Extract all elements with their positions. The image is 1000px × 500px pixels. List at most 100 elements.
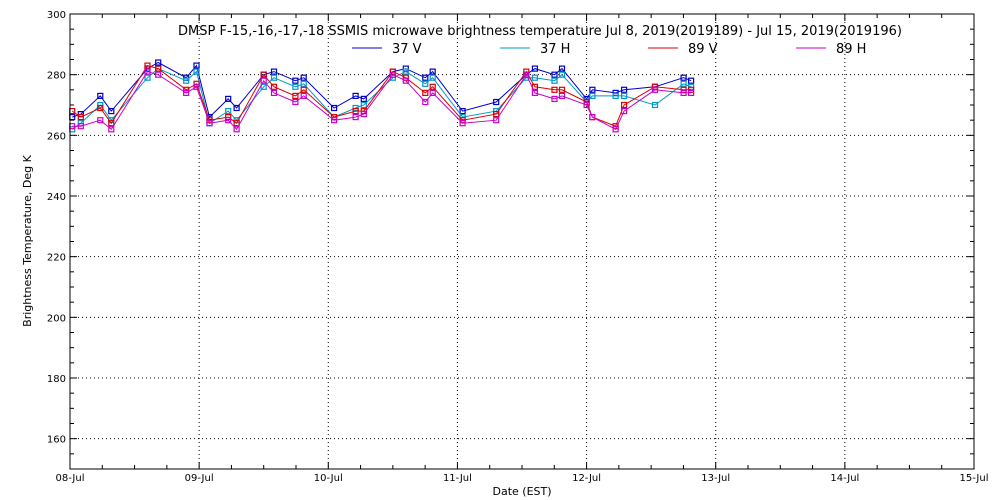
data-point-89-h	[331, 117, 338, 124]
data-point-89-h	[589, 113, 596, 121]
data-point-37-h	[531, 74, 539, 81]
data-point-37-h	[651, 101, 659, 109]
y-tick-label: 220	[47, 253, 66, 264]
data-point-37-v	[270, 68, 278, 75]
data-point-89-h	[389, 71, 396, 78]
legend-label-37-h: 37 H	[540, 42, 570, 57]
data-point-89-h	[429, 89, 436, 97]
data-point-89-v	[422, 89, 429, 97]
data-point-89-h	[583, 101, 590, 109]
data-point-89-h	[402, 77, 409, 84]
x-tick-label: 14-Jul	[830, 473, 859, 484]
data-point-37-h	[589, 92, 596, 100]
data-point-37-v	[233, 104, 240, 112]
chart-title: DMSP F-15,-16,-17,-18 SSMIS microwave br…	[178, 24, 902, 39]
data-point-89-v	[108, 120, 115, 127]
data-point-37-v	[422, 74, 429, 81]
x-tick-label: 10-Jul	[314, 473, 343, 484]
data-point-89-h	[651, 86, 659, 93]
series-line-89-h	[72, 71, 692, 131]
data-point-37-v	[360, 95, 367, 103]
y-tick-label: 280	[47, 71, 66, 82]
data-point-37-v	[589, 86, 596, 93]
y-tick-label: 300	[47, 10, 66, 21]
data-point-89-v	[270, 83, 278, 90]
data-point-89-h	[360, 110, 367, 118]
data-point-89-h	[493, 117, 500, 124]
legend: 37 V 37 H 89 V 89 H	[352, 42, 866, 57]
data-point-89-v	[429, 83, 436, 90]
grid-lines	[70, 14, 974, 469]
y-axis-title: Brightness Temperature, Deg K	[21, 154, 34, 326]
data-point-89-h	[260, 77, 267, 84]
data-point-37-v	[429, 68, 436, 75]
x-axis-title: Date (EST)	[492, 485, 551, 498]
data-point-37-v	[558, 65, 566, 72]
data-point-37-v	[551, 71, 558, 78]
data-point-89-v	[292, 92, 299, 100]
data-point-37-v	[620, 86, 628, 93]
data-point-37-v	[300, 74, 307, 81]
y-tick-label: 160	[47, 435, 66, 446]
data-point-89-v	[77, 113, 84, 121]
data-point-37-h	[270, 74, 278, 81]
data-point-37-h	[144, 74, 151, 81]
data-point-89-h	[352, 113, 359, 121]
data-point-37-h	[620, 92, 628, 100]
data-point-89-v	[493, 110, 500, 118]
data-point-89-v	[97, 104, 104, 112]
data-point-89-h	[270, 89, 278, 97]
data-point-37-h	[422, 80, 429, 87]
y-tick-label: 260	[47, 131, 66, 142]
data-point-37-h	[193, 68, 200, 75]
series-layer	[69, 59, 695, 133]
data-point-89-v	[155, 65, 162, 72]
data-point-37-h	[429, 74, 436, 81]
series-89-h	[69, 68, 695, 133]
data-point-89-v	[551, 86, 558, 93]
x-tick-label: 09-Jul	[185, 473, 214, 484]
data-point-89-h	[551, 95, 558, 103]
x-tick-label: 12-Jul	[572, 473, 601, 484]
data-point-89-v	[233, 120, 240, 127]
legend-label-89-h: 89 H	[836, 42, 866, 57]
data-point-37-v	[331, 104, 338, 112]
data-point-37-v	[352, 92, 359, 100]
data-point-37-v	[193, 62, 200, 69]
data-point-89-h	[77, 123, 84, 130]
data-point-89-h	[108, 126, 115, 133]
data-point-37-h	[292, 83, 299, 90]
data-point-37-h	[551, 77, 558, 84]
data-point-89-h	[144, 68, 151, 75]
data-point-37-h	[225, 107, 232, 115]
data-point-37-h	[360, 101, 367, 109]
data-point-89-h	[206, 120, 213, 127]
data-point-89-h	[422, 98, 429, 106]
data-point-89-h	[193, 83, 200, 90]
data-point-37-h	[402, 68, 409, 75]
data-point-89-v	[352, 107, 359, 115]
data-point-89-h	[612, 126, 619, 133]
data-point-37-h	[183, 77, 190, 84]
y-tick-label: 200	[47, 313, 66, 324]
plot-frame	[69, 13, 975, 470]
data-point-37-h	[300, 80, 307, 87]
data-point-89-v	[144, 62, 151, 69]
data-point-37-v	[155, 59, 162, 66]
axis-ticks: 160 180 200 220 240 260 280 300 08-Jul 09-Jul 10-J…	[47, 10, 989, 484]
data-point-37-v	[97, 92, 104, 100]
data-point-37-v	[108, 107, 115, 115]
data-point-89-h	[183, 89, 190, 97]
x-tick-label: 13-Jul	[701, 473, 730, 484]
y-tick-label: 180	[47, 374, 66, 385]
y-tick-label: 240	[47, 192, 66, 203]
data-point-89-h	[459, 120, 466, 127]
data-point-89-v	[300, 86, 307, 93]
data-point-89-h	[155, 71, 162, 78]
data-point-89-h	[680, 89, 687, 97]
data-point-37-h	[612, 92, 619, 100]
data-point-37-v	[531, 65, 539, 72]
data-point-89-h	[233, 126, 240, 133]
data-point-89-h	[620, 107, 628, 115]
